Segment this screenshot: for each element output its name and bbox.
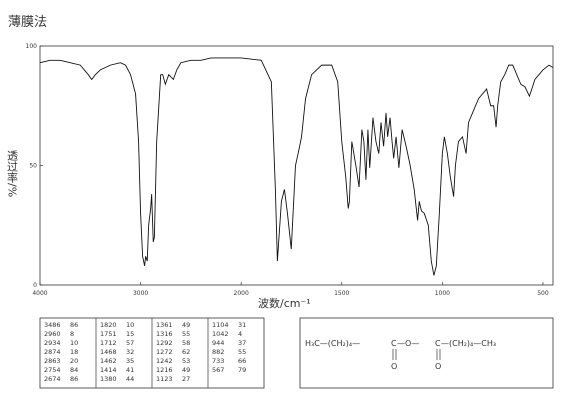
peak-cell: 1042 xyxy=(212,330,229,338)
peak-cell: 733 xyxy=(212,357,224,365)
peak-cell: 55 xyxy=(238,348,246,356)
peak-cell: 2874 xyxy=(44,348,61,356)
x-tick-label: 4000 xyxy=(32,290,47,297)
formula-part: —O— xyxy=(397,339,419,348)
peak-cell: 31 xyxy=(238,321,246,329)
x-tick-label: 1500 xyxy=(334,290,349,297)
peak-cell: 49 xyxy=(182,321,190,329)
x-tick-label: 3000 xyxy=(133,290,148,297)
peak-cell: 2960 xyxy=(44,330,61,338)
x-tick-label: 2000 xyxy=(234,290,249,297)
formula-part: C xyxy=(391,339,397,348)
peak-cell: 1123 xyxy=(156,375,173,383)
x-tick-label: 500 xyxy=(537,290,549,297)
peak-cell: 1380 xyxy=(100,375,117,383)
peak-cell: 944 xyxy=(212,339,224,347)
peak-cell: 10 xyxy=(126,321,134,329)
peak-cell: 66 xyxy=(238,357,246,365)
peak-cell: 41 xyxy=(126,366,134,374)
peak-cell: 2754 xyxy=(44,366,61,374)
chart-title: 薄膜法 xyxy=(8,15,47,30)
peak-cell: 1361 xyxy=(156,321,173,329)
peak-cell: 2863 xyxy=(44,357,61,365)
peak-cell: 79 xyxy=(238,366,246,374)
peak-cell: 86 xyxy=(70,375,78,383)
spectrum-line xyxy=(39,57,554,276)
peak-cell: 1751 xyxy=(100,330,117,338)
peak-cell: 55 xyxy=(182,330,190,338)
formula-part: O xyxy=(391,362,397,371)
peak-cell: 1462 xyxy=(100,357,117,365)
peak-cell: 4 xyxy=(238,330,242,338)
peak-cell: 2934 xyxy=(44,339,61,347)
peak-cell: 20 xyxy=(70,357,78,365)
peak-cell: 1104 xyxy=(212,321,229,329)
peak-cell: 2674 xyxy=(44,375,61,383)
peak-cell: 10 xyxy=(70,339,78,347)
peak-cell: 1712 xyxy=(100,339,117,347)
peak-cell: 567 xyxy=(212,366,224,374)
peak-cell: 1414 xyxy=(100,366,117,374)
peak-cell: 1242 xyxy=(156,357,173,365)
y-axis-label: 透过率/% xyxy=(6,150,19,197)
peak-cell: 1272 xyxy=(156,348,173,356)
peak-cell: 3486 xyxy=(44,321,61,329)
formula-part: H₃C—(CH₂)₄— xyxy=(305,339,360,348)
peak-cell: 8 xyxy=(70,330,74,338)
formula: H₃C—(CH₂)₄— C —O— C —(CH₂)₄—CH₃ O O xyxy=(305,339,496,371)
peak-cell: 44 xyxy=(126,375,134,383)
peak-cell: 58 xyxy=(182,339,190,347)
peak-cell: 53 xyxy=(182,357,190,365)
peak-cell: 49 xyxy=(182,366,190,374)
peak-cell: 18 xyxy=(70,348,78,356)
y-tick-label: 100 xyxy=(26,43,38,50)
peak-cell: 1820 xyxy=(100,321,117,329)
peak-cell: 84 xyxy=(70,366,78,374)
peak-cell: 15 xyxy=(126,330,134,338)
peak-cell: 37 xyxy=(238,339,246,347)
formula-part: —(CH₂)₄—CH₃ xyxy=(441,339,496,348)
peak-cell: 32 xyxy=(126,348,134,356)
plot-frame xyxy=(39,45,554,286)
peak-cell: 1216 xyxy=(156,366,173,374)
peak-cell: 62 xyxy=(182,348,190,356)
x-tick-label: 1000 xyxy=(435,290,450,297)
peak-cell: 882 xyxy=(212,348,224,356)
formula-part: O xyxy=(435,362,441,371)
y-tick-label: 0 xyxy=(33,282,37,289)
peak-cell: 1316 xyxy=(156,330,173,338)
y-tick-label: 50 xyxy=(29,163,37,170)
peak-cell: 1468 xyxy=(100,348,117,356)
formula-frame xyxy=(299,317,554,389)
x-axis-label: 波数/cm⁻¹ xyxy=(258,297,311,310)
peak-cell: 57 xyxy=(126,339,134,347)
formula-part: C xyxy=(435,339,441,348)
peak-cell: 86 xyxy=(70,321,78,329)
peak-cell: 27 xyxy=(182,375,190,383)
peak-cell: 1292 xyxy=(156,339,173,347)
peak-cell: 35 xyxy=(126,357,134,365)
